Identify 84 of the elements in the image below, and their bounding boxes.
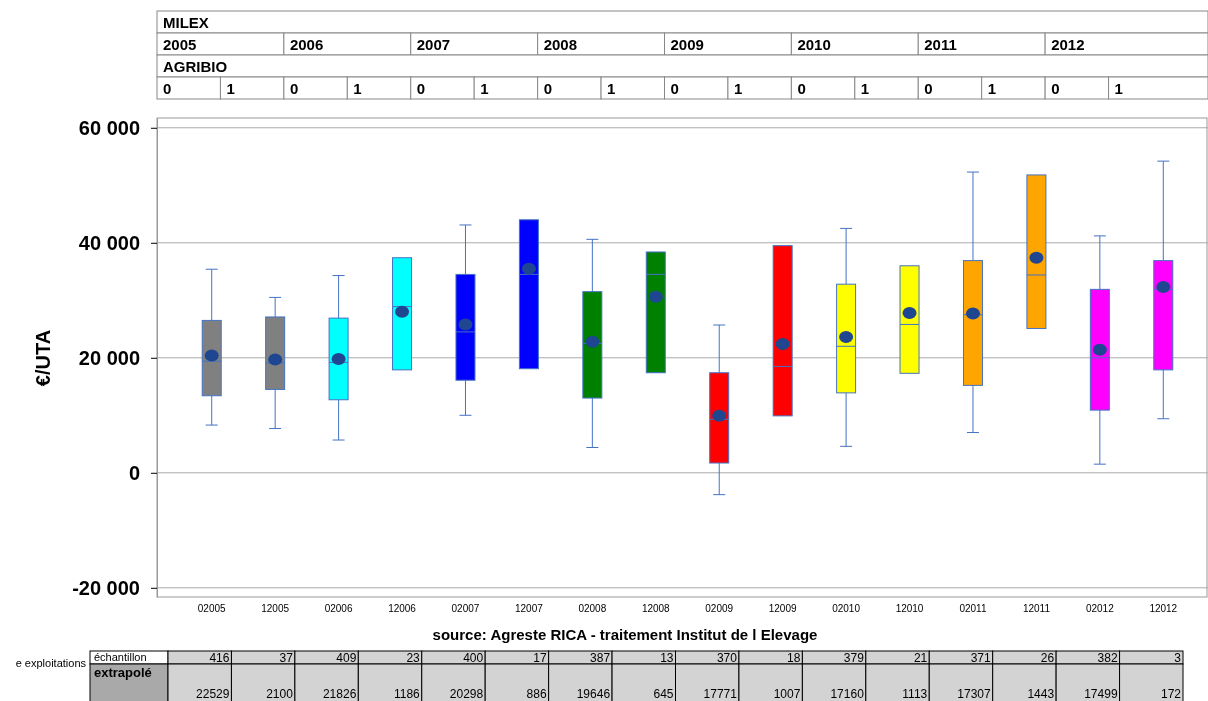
text: 1 (733, 80, 743, 97)
text: 1 (1114, 80, 1123, 97)
text: 21826 (322, 687, 357, 701)
x-tick-label: 02009 (705, 603, 734, 614)
text: 2005 (163, 36, 197, 53)
x-tick-label: 12011 (1022, 603, 1051, 614)
text: AGRIBIO (163, 58, 228, 75)
text: 409 (336, 651, 357, 665)
text: 17307 (957, 687, 992, 701)
x-tick-label: 02005 (197, 603, 227, 614)
y-tick-label: 0 (128, 461, 140, 484)
text: 0 (670, 80, 679, 97)
x-tick-label: 02008 (578, 603, 607, 614)
text: e exploitations (15, 657, 87, 669)
text: échantillon (94, 651, 147, 663)
x-tick-label: 02007 (451, 603, 480, 614)
x-tick-label: 12012 (1149, 603, 1178, 614)
x-tick-label: 12006 (388, 603, 417, 614)
text: 1 (480, 80, 489, 97)
text: 21 (913, 651, 928, 665)
text: 17 (533, 651, 547, 665)
text: 17499 (1084, 687, 1118, 701)
y-tick-label: 20 000 (78, 346, 140, 369)
text: 1 (353, 80, 362, 97)
text: 2007 (416, 36, 451, 53)
text: 26 (1040, 651, 1055, 665)
text: 37 (279, 651, 294, 665)
text: 0 (1051, 80, 1060, 97)
text: 886 (526, 687, 547, 701)
text: MILEX (163, 14, 209, 31)
y-tick-label: -20 000 (72, 576, 140, 599)
text: 0 (289, 80, 299, 97)
x-tick-label: 02010 (832, 603, 861, 614)
text: 17771 (703, 687, 738, 701)
x-tick-label: 12010 (895, 603, 924, 614)
text: 1 (226, 80, 235, 97)
text: 2100 (266, 687, 294, 701)
source-note: source: Agreste RICA - traitement Institut de l Elevage (432, 626, 818, 643)
text: 379 (843, 651, 865, 665)
x-tick-label: 12009 (768, 603, 797, 614)
text: 1443 (1027, 687, 1055, 701)
text: 1 (987, 80, 997, 97)
text: 370 (716, 651, 738, 665)
text: 0 (416, 80, 426, 97)
x-tick-label: 12005 (261, 603, 290, 614)
text: 2009 (670, 36, 704, 53)
text: 0 (543, 80, 552, 97)
text: 387 (590, 651, 611, 665)
text: 1113 (902, 687, 928, 701)
text: 1007 (773, 687, 801, 701)
x-tick-label: 02011 (959, 603, 987, 614)
text: 13 (660, 651, 674, 665)
text: 416 (209, 651, 230, 665)
text: 20298 (449, 687, 484, 701)
text: 1 (860, 80, 870, 97)
text: 18 (787, 651, 801, 665)
text: 2010 (797, 36, 831, 53)
text: 400 (463, 651, 484, 665)
x-tick-label: 02006 (324, 603, 353, 614)
text: 0 (924, 80, 933, 97)
text: 382 (1097, 651, 1118, 665)
text: 22529 (196, 687, 230, 701)
y-tick-label: 60 000 (78, 116, 140, 139)
text: extrapolé (94, 665, 152, 680)
text: 1186 (393, 687, 421, 701)
text: 19646 (576, 687, 611, 701)
text: 1 (607, 80, 616, 97)
text: 645 (653, 687, 674, 701)
text: 2008 (543, 36, 577, 53)
x-tick-label: 12007 (515, 603, 544, 614)
text: 2012 (1051, 36, 1085, 53)
text: 17160 (830, 687, 865, 701)
text: 2006 (289, 36, 324, 53)
x-tick-label: 12008 (641, 603, 671, 614)
text: 2011 (924, 36, 957, 53)
x-tick-label: 02012 (1085, 603, 1115, 614)
text: 3 (1174, 651, 1182, 665)
text: 371 (970, 651, 991, 665)
text: 172 (1160, 687, 1182, 701)
text: 23 (406, 651, 421, 665)
y-axis-title: €/UTA (32, 329, 54, 387)
text: 0 (797, 80, 806, 97)
text: 0 (163, 80, 172, 97)
y-tick-label: 40 000 (78, 231, 140, 254)
